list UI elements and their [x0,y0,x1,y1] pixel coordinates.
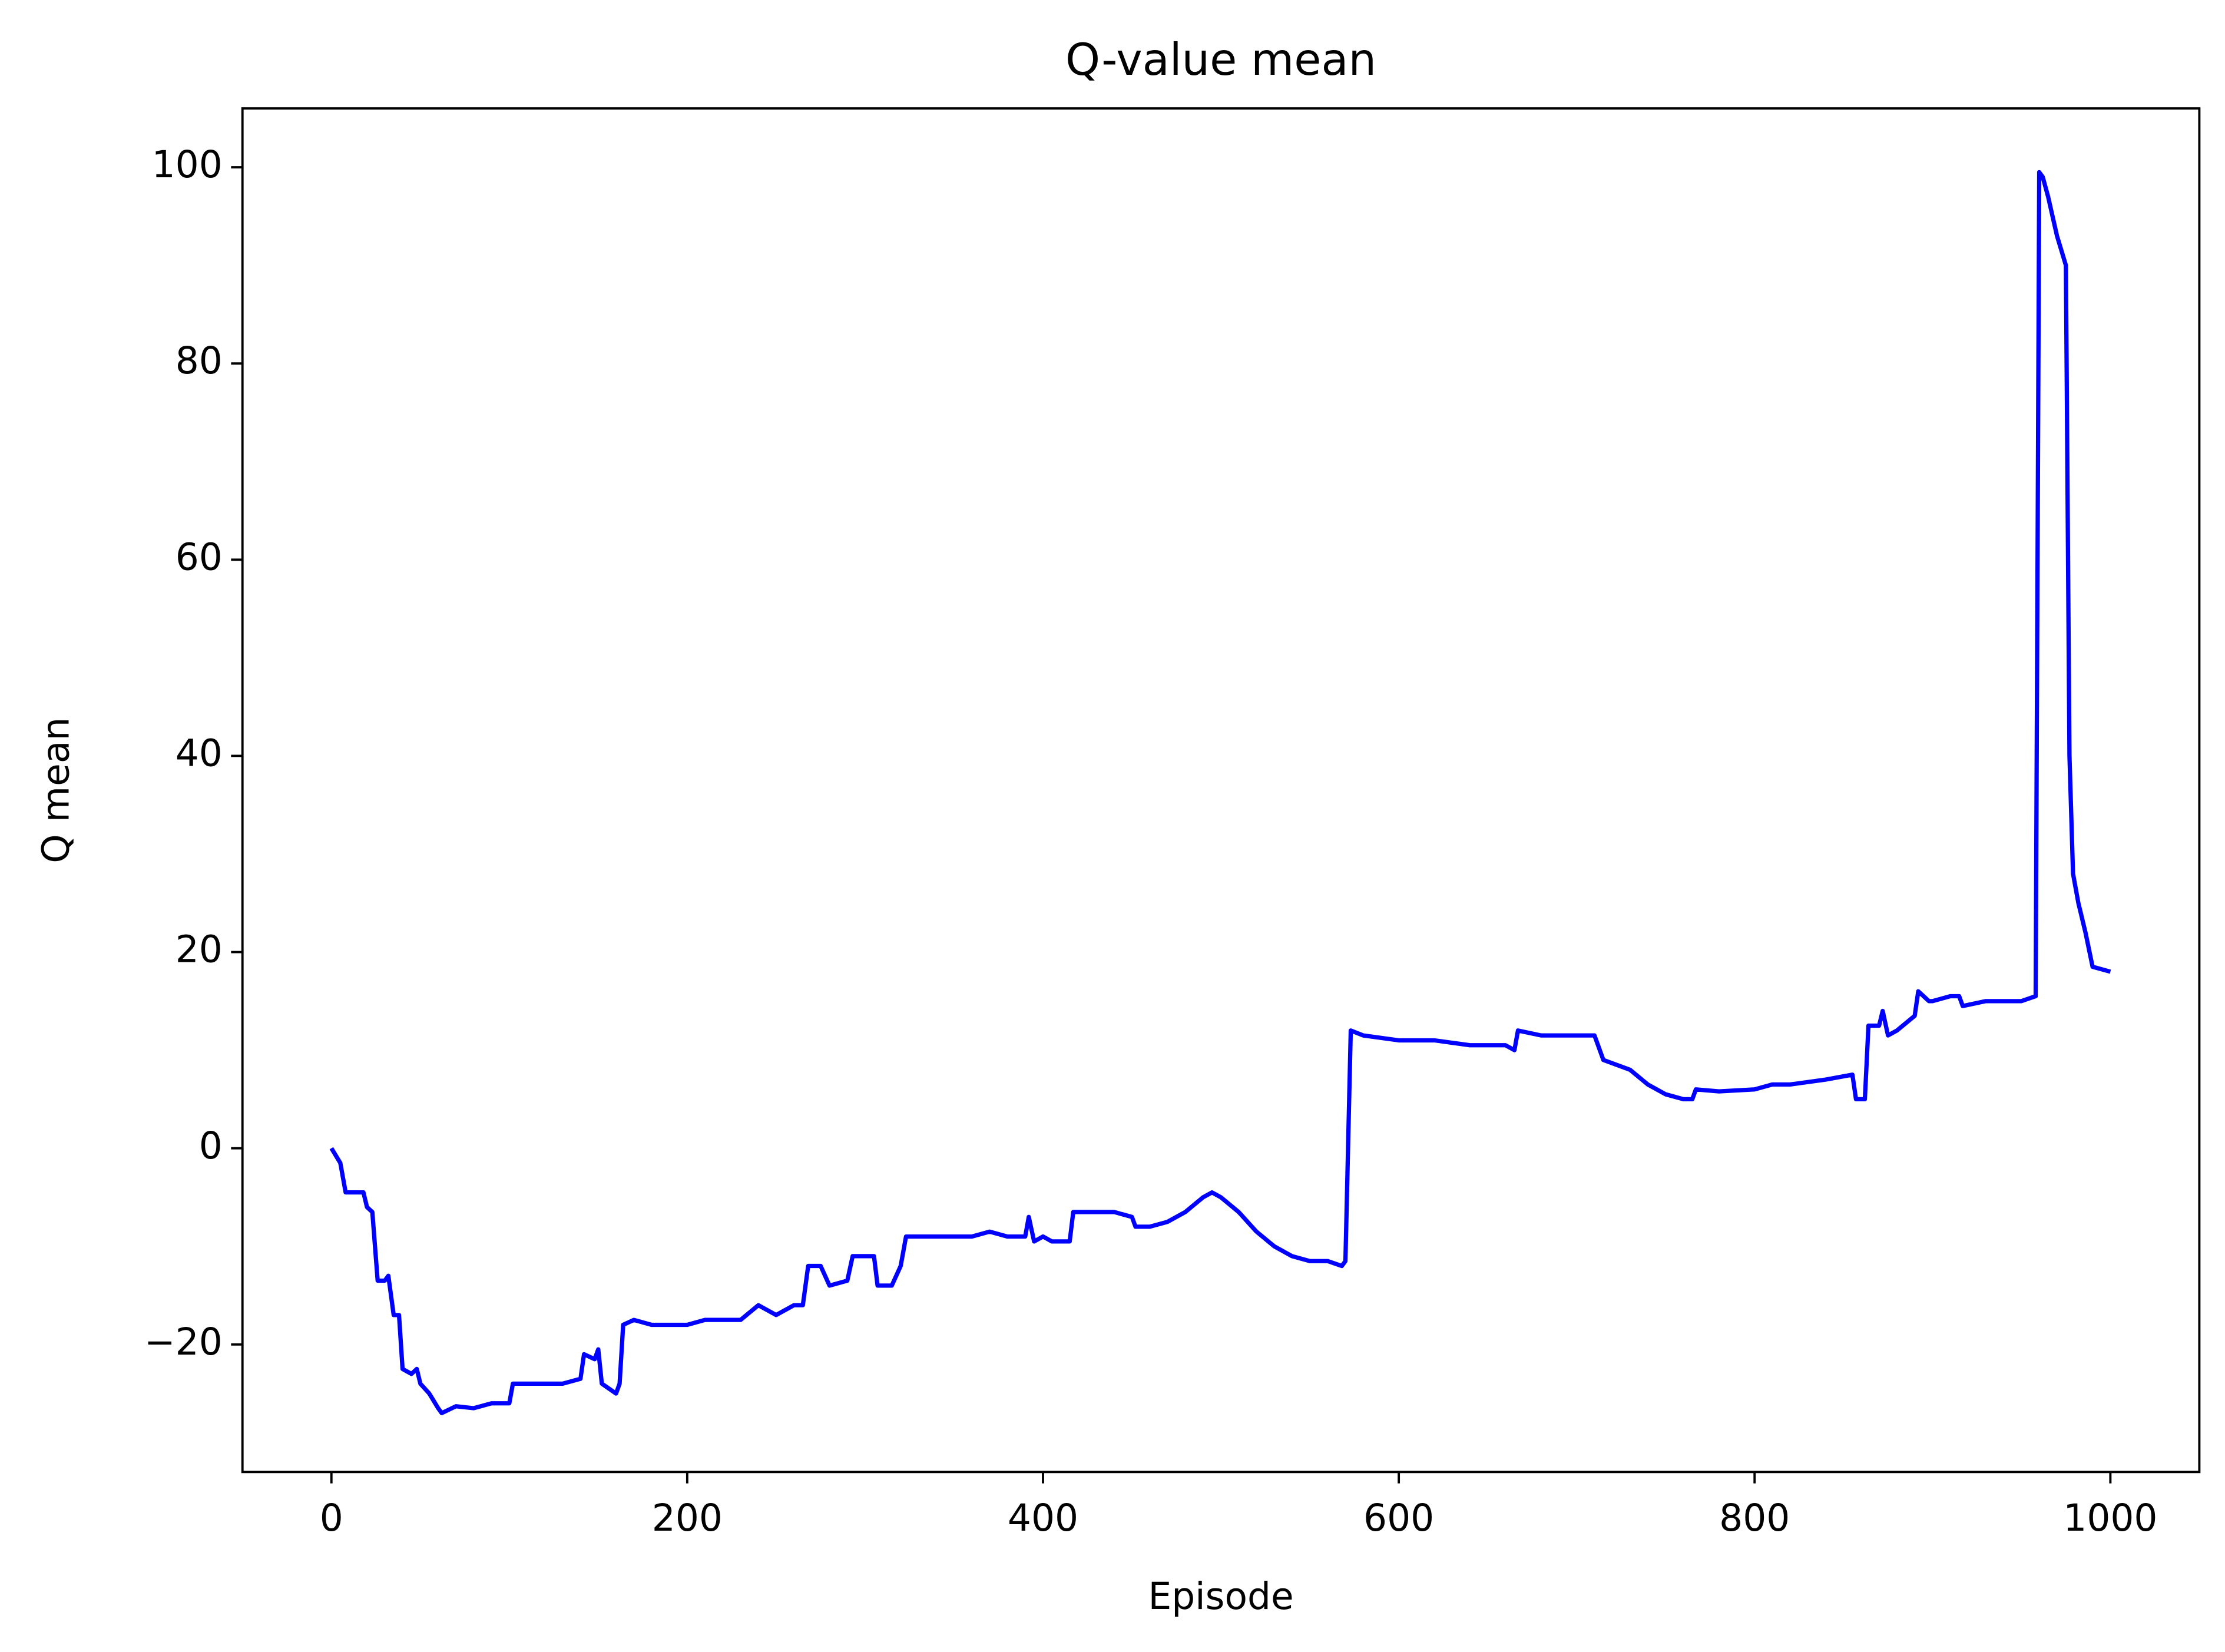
y-tick-label: 80 [176,339,223,382]
y-tick-label: 100 [152,143,223,186]
data-line [329,170,2111,1416]
y-tick-label: 40 [176,732,223,775]
x-tick-label: 400 [1008,1497,1078,1540]
y-tick-label: 20 [176,928,223,971]
x-axis-label: Episode [1148,1575,1293,1618]
y-tick-label: 60 [176,535,223,578]
y-tick-label: −20 [144,1320,223,1363]
x-tick-label: 0 [320,1497,343,1540]
y-tick-label: 0 [199,1124,223,1167]
x-tick-label: 200 [652,1497,723,1540]
chart-title: Q-value mean [1065,34,1376,85]
x-tick-label: 1000 [2063,1497,2157,1540]
plot-frame [241,107,2201,1474]
x-tick-label: 600 [1363,1497,1434,1540]
x-tick-label: 800 [1719,1497,1790,1540]
y-axis-label: Q mean [34,717,77,863]
